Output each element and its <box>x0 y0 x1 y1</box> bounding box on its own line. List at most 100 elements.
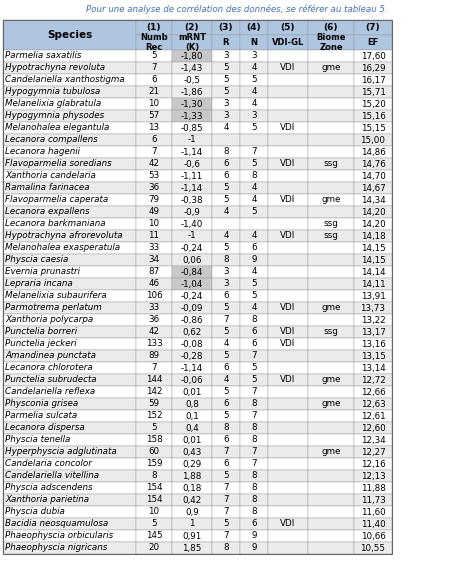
Bar <box>212 206 240 218</box>
Bar <box>136 122 172 134</box>
Text: ssg: ssg <box>324 231 338 241</box>
Bar <box>3 302 136 314</box>
Bar <box>268 518 308 530</box>
Bar <box>172 362 212 374</box>
Bar <box>136 74 172 86</box>
Text: (5): (5) <box>281 23 295 32</box>
Bar <box>354 242 392 254</box>
Text: 7: 7 <box>223 316 229 324</box>
Bar <box>136 314 172 326</box>
Text: 4: 4 <box>251 196 257 204</box>
Bar <box>240 398 268 410</box>
Bar <box>308 530 354 542</box>
Text: 33: 33 <box>148 304 160 313</box>
Bar <box>136 446 172 458</box>
Text: 13: 13 <box>148 123 160 133</box>
Bar <box>136 518 172 530</box>
Bar <box>268 398 308 410</box>
Text: 8: 8 <box>251 496 257 504</box>
Text: Species: Species <box>47 30 92 40</box>
Text: Lecanora compallens: Lecanora compallens <box>5 136 98 144</box>
Text: 7: 7 <box>223 496 229 504</box>
Text: Phaeophyscia nigricans: Phaeophyscia nigricans <box>5 544 107 553</box>
Bar <box>240 542 268 554</box>
Bar <box>240 386 268 398</box>
Text: 0,62: 0,62 <box>182 328 201 336</box>
Bar <box>136 230 172 242</box>
Text: gme: gme <box>321 196 341 204</box>
Bar <box>354 506 392 518</box>
Bar <box>354 482 392 494</box>
Text: 5: 5 <box>223 471 229 481</box>
Bar <box>212 230 240 242</box>
Bar <box>354 302 392 314</box>
Bar <box>212 62 240 74</box>
Bar <box>268 122 308 134</box>
Bar <box>212 98 240 110</box>
Bar <box>240 254 268 266</box>
Text: Ramalina farinacea: Ramalina farinacea <box>5 183 90 193</box>
Bar <box>268 158 308 170</box>
Bar <box>308 230 354 242</box>
Bar <box>308 470 354 482</box>
Bar <box>172 170 212 182</box>
Text: 8: 8 <box>223 424 229 433</box>
Text: 3: 3 <box>223 268 229 276</box>
Bar <box>354 338 392 350</box>
Text: 13,15: 13,15 <box>361 351 385 361</box>
Bar <box>172 182 212 194</box>
Bar <box>354 62 392 74</box>
Bar <box>212 254 240 266</box>
Text: -0,85: -0,85 <box>181 123 203 133</box>
Text: 17,60: 17,60 <box>361 51 385 61</box>
Bar <box>354 350 392 362</box>
Text: 5: 5 <box>151 519 157 529</box>
Bar <box>172 218 212 230</box>
Bar <box>308 86 354 98</box>
Text: 9: 9 <box>251 544 257 553</box>
Text: 133: 133 <box>146 339 163 349</box>
Bar <box>212 170 240 182</box>
Bar <box>354 158 392 170</box>
Text: Physconia grisea: Physconia grisea <box>5 399 78 409</box>
Text: 36: 36 <box>148 316 160 324</box>
Bar <box>240 266 268 278</box>
Text: 7: 7 <box>251 448 257 456</box>
Text: 12,60: 12,60 <box>361 424 385 433</box>
Text: 34: 34 <box>148 256 160 264</box>
Text: Hypogymnia physodes: Hypogymnia physodes <box>5 111 104 121</box>
Text: 14,18: 14,18 <box>361 231 385 241</box>
Bar <box>268 146 308 158</box>
Bar <box>3 506 136 518</box>
Bar <box>136 458 172 470</box>
Bar <box>172 470 212 482</box>
Text: -0,06: -0,06 <box>181 376 203 384</box>
Text: -1: -1 <box>188 231 196 241</box>
Text: 7: 7 <box>223 508 229 516</box>
Text: 20: 20 <box>148 544 160 553</box>
Text: 145: 145 <box>146 531 162 541</box>
Bar <box>354 374 392 386</box>
Bar <box>240 350 268 362</box>
Bar <box>136 50 172 62</box>
Bar <box>240 314 268 326</box>
Text: 5: 5 <box>223 351 229 361</box>
Text: -0,86: -0,86 <box>181 316 203 324</box>
Text: 14,67: 14,67 <box>361 183 385 193</box>
Bar <box>172 134 212 146</box>
Text: 6: 6 <box>251 243 257 253</box>
Text: 8: 8 <box>251 424 257 433</box>
Bar <box>308 326 354 338</box>
Text: 13,16: 13,16 <box>361 339 385 349</box>
Bar <box>3 182 136 194</box>
Bar <box>268 206 308 218</box>
Text: 0,1: 0,1 <box>185 411 199 421</box>
Bar <box>3 542 136 554</box>
Bar <box>308 98 354 110</box>
Bar <box>3 362 136 374</box>
Text: 57: 57 <box>148 111 160 121</box>
Text: 5: 5 <box>251 123 257 133</box>
Bar <box>212 110 240 122</box>
Bar <box>172 290 212 302</box>
Bar <box>3 386 136 398</box>
